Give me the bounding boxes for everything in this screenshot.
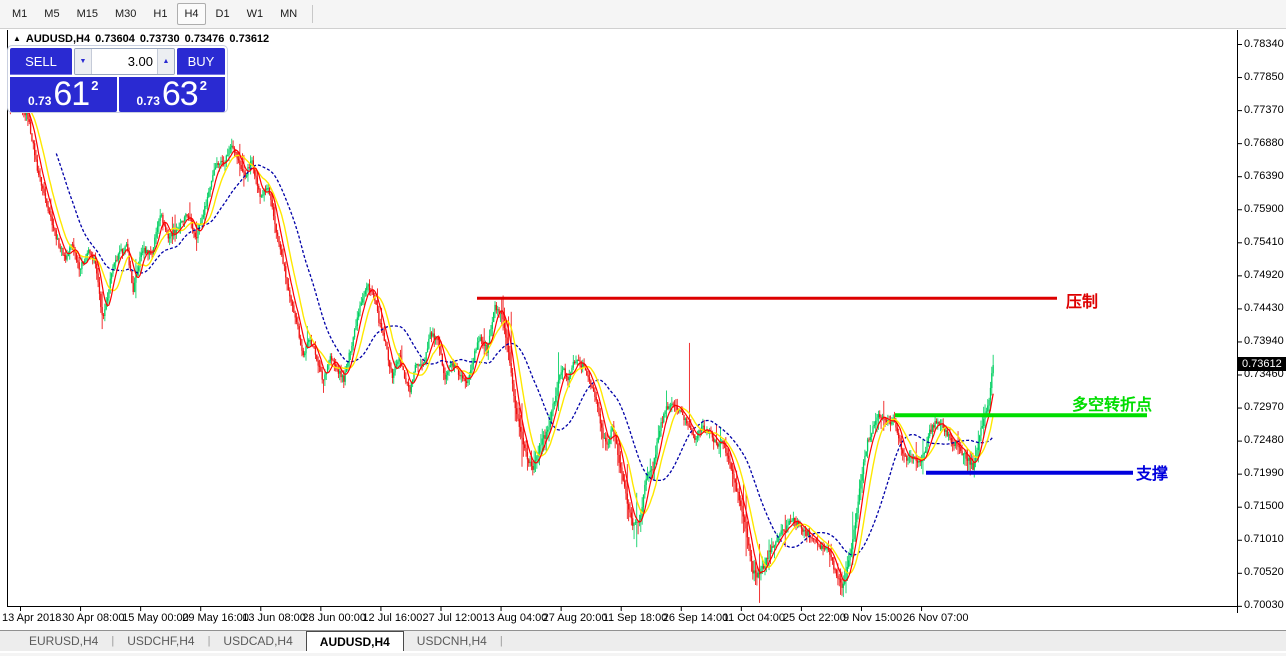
- buy-price-main: 63: [161, 75, 199, 113]
- y-axis-label: 0.74920: [1244, 268, 1284, 281]
- x-axis-label: 11 Sep 18:00: [602, 612, 668, 624]
- y-axis-label: 0.75410: [1244, 235, 1284, 248]
- x-axis-label: 27 Jul 12:00: [422, 612, 483, 624]
- support-label[interactable]: 支撑: [1136, 466, 1169, 483]
- volume-spinner: ▼ 3.00 ▲: [74, 48, 175, 75]
- timeframe-button-M1[interactable]: M1: [12, 8, 28, 20]
- tab-separator: |: [499, 635, 503, 647]
- y-axis-label: 0.75900: [1244, 202, 1284, 215]
- ma-line-mid: [26, 106, 994, 574]
- y-axis-label: 0.71010: [1244, 533, 1284, 546]
- timeframe-button-M30[interactable]: M30: [114, 8, 137, 20]
- y-axis-label: 0.74430: [1244, 301, 1284, 314]
- toolbar-separator: [312, 5, 314, 23]
- up-arrow-icon: ▲: [162, 58, 170, 65]
- timeframe-button-W1[interactable]: W1: [246, 8, 264, 20]
- one-click-trading-panel: SELL ▼ 3.00 ▲ BUY 0.73 61 2 0.73 63 2: [8, 46, 227, 112]
- buy-button[interactable]: BUY: [177, 48, 225, 75]
- y-axis-label: 0.76880: [1244, 136, 1284, 149]
- y-axis-label: 0.71500: [1244, 500, 1284, 513]
- annotation-lines-layer: [477, 296, 1147, 475]
- buy-price-pipette: 2: [199, 78, 207, 93]
- x-axis-label: 9 Nov 15:00: [842, 612, 903, 624]
- ma-line-slow: [55, 153, 994, 556]
- x-axis-label: 26 Sep 14:00: [662, 612, 729, 624]
- y-axis-label: 0.70030: [1244, 599, 1284, 612]
- y-axis-label: 0.73460: [1244, 368, 1284, 380]
- buy-price-prefix: 0.73: [136, 94, 160, 108]
- sell-button[interactable]: SELL: [10, 48, 72, 75]
- y-axis-label: 0.77850: [1244, 70, 1284, 83]
- timeframe-button-M15[interactable]: M15: [76, 8, 98, 20]
- y-axis-label: 0.77370: [1244, 103, 1284, 116]
- tab-item-USDCNH_H4[interactable]: USDCNH,H4: [416, 634, 487, 648]
- candles-layer: [8, 88, 994, 603]
- y-axis-label: 0.71990: [1244, 467, 1284, 480]
- ma-line-fast: [17, 103, 994, 582]
- timeframe-button-H4[interactable]: H4: [177, 3, 206, 25]
- volume-input[interactable]: 3.00: [127, 54, 153, 69]
- volume-increase-button[interactable]: ▲: [157, 49, 174, 74]
- y-axis-label: 0.73940: [1244, 334, 1284, 347]
- x-axis-label: 13 Apr 2018: [2, 612, 62, 624]
- down-arrow-icon: ▼: [79, 58, 87, 65]
- x-axis-label: 12 Jul 16:00: [362, 612, 423, 624]
- tab-item-EURUSD_H4[interactable]: EURUSD,H4: [29, 634, 99, 648]
- chart-collapse-icon[interactable]: ▲: [13, 34, 21, 43]
- y-axis-label: 0.70520: [1244, 566, 1284, 579]
- tab-separator: |: [207, 635, 211, 647]
- axes-layer: [7, 30, 1242, 613]
- ohlc-low: 0.73476: [184, 33, 225, 45]
- sell-price-button[interactable]: 0.73 61 2: [10, 77, 117, 112]
- tab-separator: |: [111, 635, 115, 647]
- x-axis-label: 13 Aug 04:00: [482, 612, 548, 624]
- x-axis-label: 29 May 16:00: [182, 612, 249, 624]
- chart-ohlc-header: ▲ AUDUSD,H4 0.73604 0.73730 0.73476 0.73612: [13, 33, 269, 45]
- timeframe-button-D1[interactable]: D1: [215, 8, 230, 20]
- sell-price-prefix: 0.73: [28, 94, 52, 108]
- resistance-label[interactable]: 压制: [1066, 294, 1099, 311]
- x-axis-label: 30 Apr 08:00: [62, 612, 125, 624]
- current-price-marker: 0.73612: [1238, 357, 1286, 371]
- x-axis-label: 28 Jun 00:00: [302, 612, 366, 624]
- status-strip: [0, 652, 1286, 656]
- y-axis-label: 0.72970: [1244, 401, 1284, 414]
- x-axis-label: 13 Jun 08:00: [242, 612, 306, 624]
- y-axis-label: 0.72480: [1244, 434, 1284, 447]
- ohlc-open: 0.73604: [95, 33, 135, 45]
- buy-price-button[interactable]: 0.73 63 2: [118, 75, 225, 113]
- timeframe-button-M5[interactable]: M5: [44, 8, 60, 20]
- x-axis-label: 26 Nov 07:00: [903, 612, 969, 624]
- x-axis-label: 15 May 00:00: [122, 612, 189, 624]
- tab-item-USDCAD_H4[interactable]: USDCAD,H4: [223, 634, 293, 648]
- y-axis-label: 0.76390: [1244, 169, 1284, 182]
- sell-price-pipette: 2: [91, 78, 99, 93]
- timeframe-button-H1[interactable]: H1: [153, 8, 168, 20]
- timeframe-toolbar: M1 M5 M15 M30 H1 H4 D1 W1 MN: [0, 0, 1286, 29]
- pivot-label[interactable]: 多空转折点: [1072, 397, 1153, 414]
- moving-averages-layer: [17, 103, 994, 582]
- tab-item-AUDUSD_H4[interactable]: AUDUSD,H4: [305, 631, 404, 651]
- x-axis-label: 11 Oct 04:00: [722, 612, 785, 624]
- chart-tab-bar: EURUSD,H4 | USDCHF,H4 | USDCAD,H4 AUDUSD,H4 US…: [0, 630, 1286, 651]
- chart-symbol-period: AUDUSD,H4: [25, 33, 91, 45]
- sell-price-main: 61: [53, 75, 90, 113]
- x-axis-label: 25 Oct 22:00: [782, 612, 846, 624]
- y-axis-label: 0.78340: [1244, 37, 1284, 50]
- ohlc-close: 0.73612: [229, 33, 270, 45]
- tab-item-USDCHF_H4[interactable]: USDCHF,H4: [127, 634, 195, 648]
- ohlc-high: 0.73730: [139, 33, 180, 45]
- x-axis-label: 27 Aug 20:00: [542, 612, 608, 624]
- timeframe-button-MN[interactable]: MN: [280, 8, 298, 20]
- volume-decrease-button[interactable]: ▼: [75, 49, 92, 74]
